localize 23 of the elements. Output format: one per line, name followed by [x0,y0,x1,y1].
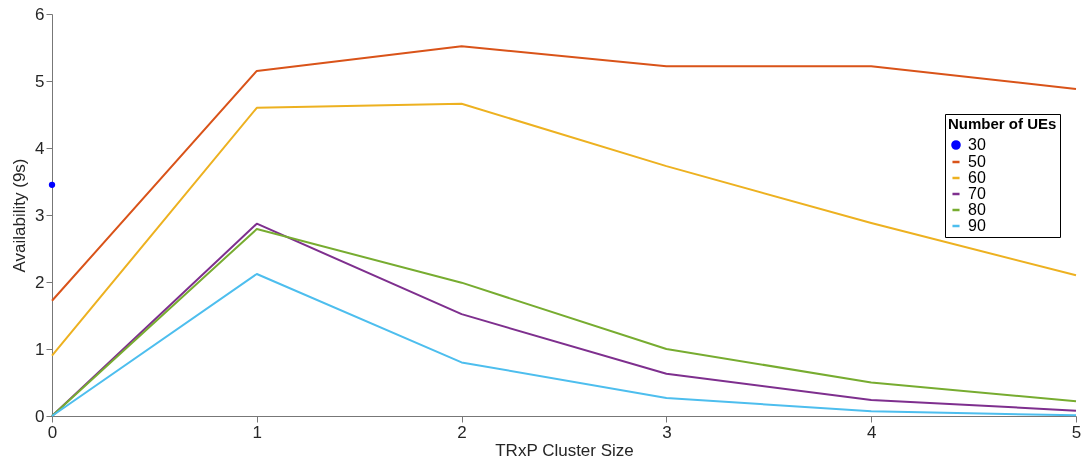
legend-label: 80 [968,201,986,218]
line-series [51,102,1077,357]
legend-label: 90 [968,217,986,234]
legend-label: 60 [968,169,986,186]
line-series [51,45,1077,302]
legend-label: 30 [968,136,986,153]
legend-title: Number of UEs [948,115,1057,132]
x-tick-label: 5 [1071,422,1082,442]
x-tick-label: 2 [457,422,467,442]
y-tick-label: 6 [35,4,45,24]
y-tick-label: 3 [35,205,45,225]
x-axis-title: TRxP Cluster Size [495,440,634,460]
y-tick-label: 2 [35,272,45,292]
x-tick-label: 4 [866,422,877,442]
y-tick-label: 4 [35,138,45,158]
y-tick-label: 0 [35,406,45,426]
x-tick-label: 3 [662,422,672,442]
x-tick-label: 1 [252,422,263,442]
y-tick-label: 5 [35,71,45,91]
legend-label: 50 [968,153,986,170]
y-tick-label: 1 [35,339,45,359]
y-axis-title: Availability (9s) [10,158,30,273]
legend-label: 70 [968,185,986,202]
